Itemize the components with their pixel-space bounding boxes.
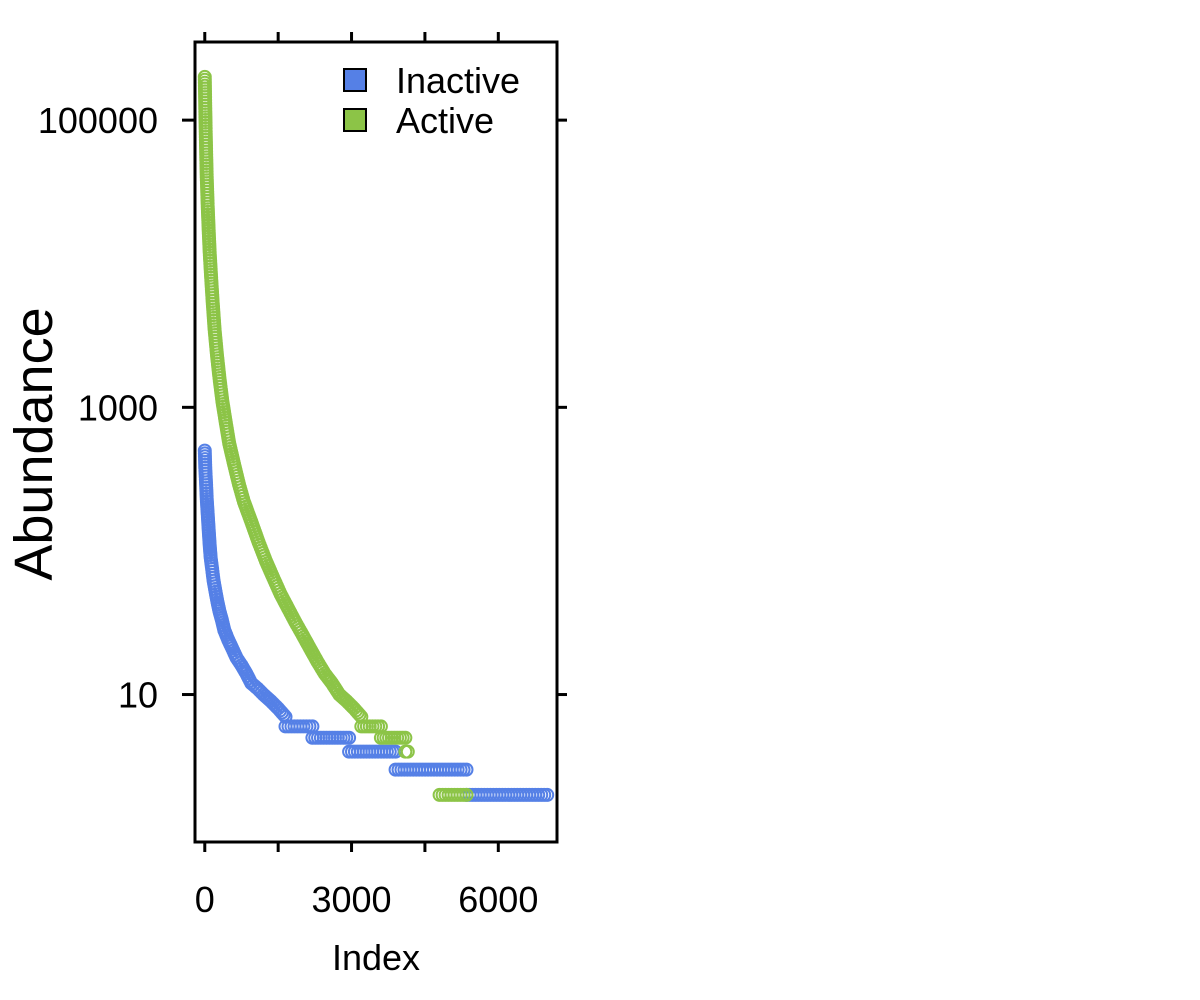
x-tick-label: 3000 — [311, 879, 391, 920]
y-axis: 10 1000 100000 — [38, 100, 567, 716]
x-tick-label: 6000 — [458, 879, 538, 920]
legend-label-active: Active — [396, 100, 494, 141]
y-tick-label: 10 — [118, 675, 158, 716]
data-point-inactive — [540, 787, 555, 802]
y-tick-label: 1000 — [78, 387, 158, 428]
legend-label-inactive: Inactive — [396, 60, 520, 101]
x-axis: 0 3000 6000 — [195, 32, 538, 920]
y-axis-title: Abundance — [4, 307, 64, 580]
plot-frame — [193, 40, 559, 844]
y-tick-label: 100000 — [38, 100, 158, 141]
legend: Inactive Active — [343, 60, 520, 141]
data-point-inactive — [342, 730, 357, 745]
x-axis-title: Index — [332, 937, 420, 978]
data-point-active — [459, 787, 474, 802]
data-point-active — [398, 730, 413, 745]
legend-swatch-inactive — [343, 68, 367, 92]
data-point-inactive — [274, 705, 289, 720]
data-marks — [197, 69, 555, 802]
data-point-active — [400, 744, 415, 759]
data-point-inactive — [459, 762, 474, 777]
x-tick-label: 0 — [195, 879, 215, 920]
legend-swatch-active — [343, 108, 367, 132]
data-point-active — [350, 705, 365, 720]
